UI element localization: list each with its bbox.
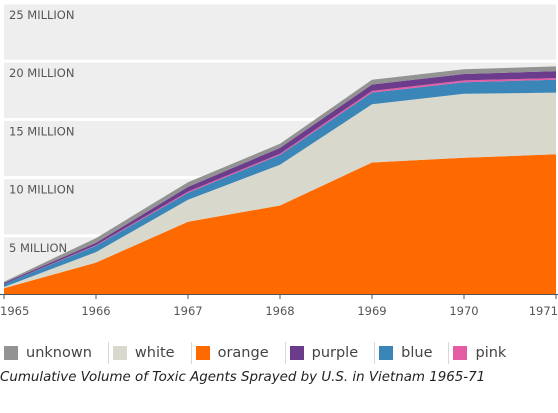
- legend-item-purple: purple: [286, 342, 376, 364]
- stacked-area-chart: 5 MILLION 10 MILLION 15 MILLION 20 MILLION 2…: [0, 4, 558, 318]
- legend-swatch-orange: [195, 346, 210, 360]
- x-tick-label: 1965: [0, 304, 29, 318]
- legend-item-orange: orange: [192, 342, 286, 364]
- legend-item-blue: blue: [375, 342, 450, 364]
- x-tick-label: 1966: [81, 304, 110, 318]
- legend-label-orange: orange: [217, 345, 269, 361]
- legend-label-white: white: [134, 345, 175, 361]
- legend-label-unknown: unknown: [26, 345, 92, 361]
- legend-item-pink: pink: [449, 342, 522, 364]
- y-tick-label: 15 MILLION: [9, 124, 74, 138]
- y-tick-label: 10 MILLION: [9, 183, 74, 197]
- legend-swatch-pink: [453, 346, 468, 360]
- x-tick-label: 1970: [449, 304, 478, 318]
- chart-caption: Cumulative Volume of Toxic Agents Spraye…: [0, 370, 486, 385]
- legend-label-purple: purple: [311, 345, 359, 361]
- legend-swatch-purple: [289, 346, 304, 360]
- legend: unknown white orange purple blue pink: [0, 342, 558, 364]
- y-tick-label: 20 MILLION: [9, 66, 74, 80]
- area-series: [4, 66, 556, 294]
- x-tick-label: 1968: [265, 304, 294, 318]
- grid-band: [4, 4, 556, 60]
- legend-swatch-unknown: [4, 346, 18, 360]
- legend-item-unknown: unknown: [0, 342, 109, 364]
- y-axis-labels: 5 MILLION 10 MILLION 15 MILLION 20 MILLION 2…: [9, 8, 74, 255]
- y-tick-label: 25 MILLION: [9, 8, 74, 22]
- legend-item-white: white: [109, 342, 192, 364]
- legend-swatch-white: [112, 346, 127, 360]
- x-tick-label: 1969: [357, 304, 386, 318]
- legend-swatch-blue: [379, 346, 394, 360]
- y-tick-label: 5 MILLION: [9, 241, 67, 255]
- area-orange: [4, 154, 556, 294]
- legend-label-pink: pink: [475, 345, 507, 361]
- area-white: [4, 92, 556, 289]
- x-axis: 1965 1966 1967 1968 1969 1970 1971: [0, 294, 558, 318]
- legend-label-blue: blue: [401, 345, 433, 361]
- x-tick-label: 1971: [529, 304, 558, 318]
- x-tick-label: 1967: [173, 304, 202, 318]
